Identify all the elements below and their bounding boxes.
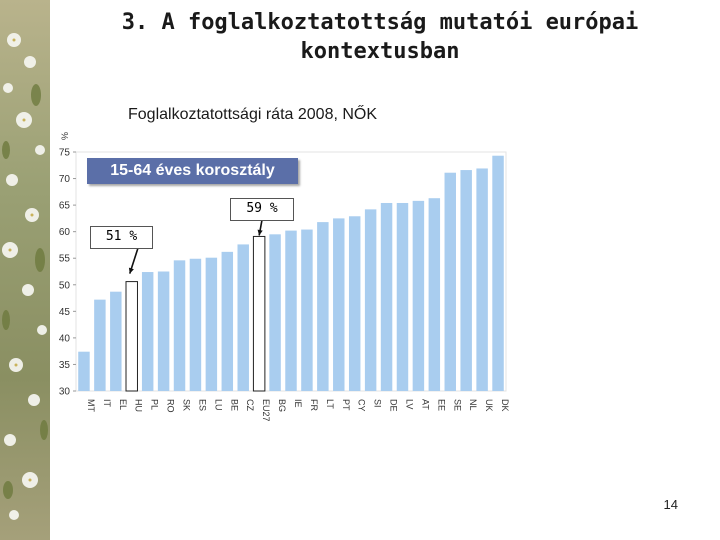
y-tick-label: 70: [59, 174, 71, 185]
bar-se: [444, 172, 456, 391]
x-tick-label-ie: IE: [293, 399, 303, 408]
bar-lv: [396, 202, 409, 391]
bar-nl: [460, 170, 472, 391]
callout-eu27: 59 %: [230, 198, 294, 221]
bar-lt: [317, 222, 329, 391]
slide-title: 3. A foglalkoztatottság mutatói európai …: [121, 10, 639, 64]
callout-arrow-hu: [128, 247, 139, 274]
y-tick-label: 50: [59, 280, 71, 291]
bar-de: [380, 202, 393, 391]
x-tick-label-cz: CZ: [245, 399, 255, 411]
y-tick-label: 35: [59, 360, 71, 371]
bar-cz: [237, 244, 249, 391]
bar-hu: [125, 281, 138, 392]
x-tick-label-es: ES: [197, 399, 207, 411]
x-tick-label-nl: NL: [468, 399, 478, 411]
x-tick-label-eu27: EU27: [261, 399, 271, 422]
x-tick-label-sk: SK: [182, 399, 192, 411]
y-tick-label: 40: [59, 333, 71, 344]
bar-es: [189, 258, 202, 391]
x-tick-label-cy: CY: [357, 399, 367, 412]
bar-cy: [348, 216, 361, 391]
x-tick-label-lu: LU: [213, 399, 223, 411]
bar-mt: [78, 351, 90, 391]
x-tick-label-si: SI: [373, 399, 383, 408]
x-tick-label-ee: EE: [436, 399, 446, 411]
bar-el: [110, 291, 122, 391]
x-tick-label-el: EL: [118, 399, 128, 410]
bar-it: [94, 299, 106, 391]
bar-fr: [301, 229, 313, 391]
x-tick-label-be: BE: [229, 399, 239, 411]
y-axis-unit-label: %: [60, 132, 70, 140]
bar-at: [412, 200, 425, 391]
y-tick-label: 75: [59, 148, 71, 159]
x-tick-label-de: DE: [389, 399, 399, 412]
x-tick-label-lv: LV: [404, 399, 414, 409]
x-tick-label-dk: DK: [500, 399, 510, 412]
bar-lu: [205, 257, 218, 391]
age-group-badge: 15-64 éves korosztály: [87, 158, 298, 184]
y-tick-label: 30: [59, 387, 71, 398]
x-tick-label-hu: HU: [134, 399, 144, 412]
x-tick-label-pl: PL: [150, 399, 160, 410]
bar-uk: [476, 168, 488, 391]
x-tick-label-bg: BG: [277, 399, 287, 412]
x-tick-label-it: IT: [102, 399, 112, 408]
callout-hu: 51 %: [90, 226, 153, 249]
x-tick-label-fr: FR: [309, 399, 319, 411]
y-tick-label: 60: [59, 227, 71, 238]
callout-arrow-eu27: [257, 219, 263, 236]
y-tick-label: 45: [59, 307, 71, 318]
x-tick-label-at: AT: [420, 399, 430, 410]
flower-decoration-image: [0, 0, 50, 540]
bar-si: [364, 209, 377, 391]
x-tick-label-pt: PT: [341, 399, 351, 411]
page-number: 14: [663, 497, 678, 512]
x-tick-label-mt: MT: [86, 399, 96, 412]
x-tick-label-uk: UK: [484, 399, 494, 412]
bar-sk: [173, 260, 186, 391]
y-tick-label: 65: [59, 201, 71, 212]
bar-eu27: [252, 235, 266, 392]
bar-be: [221, 251, 234, 391]
bar-pl: [141, 272, 154, 391]
bar-ro: [157, 271, 170, 391]
y-tick-label: 55: [59, 254, 71, 265]
bar-ie: [285, 230, 297, 391]
bar-pt: [333, 218, 345, 391]
bar-bg: [269, 234, 281, 391]
x-tick-label-lt: LT: [325, 399, 335, 409]
x-tick-label-se: SE: [452, 399, 462, 411]
x-tick-label-ro: RO: [166, 399, 176, 413]
chart-title: Foglalkoztatottsági ráta 2008, NŐK: [128, 106, 378, 123]
bar-dk: [492, 155, 504, 391]
bar-ee: [428, 198, 441, 391]
